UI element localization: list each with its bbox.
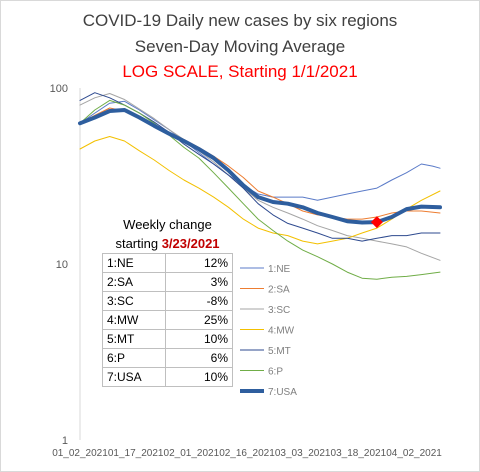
change-cell: 12% (165, 253, 233, 273)
x-tick-label: 01_17_2021 (108, 448, 164, 459)
change-cell: 10% (165, 367, 233, 387)
table-header-line1: Weekly change (123, 217, 212, 232)
weekly-change-table: Weekly change starting 3/23/2021 1:NE 12%… (102, 215, 233, 387)
legend-label: 3:SC (268, 305, 290, 316)
legend-label: 5:MT (268, 346, 291, 357)
table-header-line2: starting 3/23/2021 (103, 234, 233, 254)
table-row: 4:MW 25% (102, 310, 233, 330)
y-tick-label: 10 (56, 259, 68, 271)
x-tick-label: 02_16_2021 (219, 448, 275, 459)
chart-subtitle: Seven-Day Moving Average (134, 37, 346, 56)
table-row: 7:USA 10% (102, 367, 233, 387)
table-header-date: 3/23/2021 (161, 236, 220, 251)
region-cell: 4:MW (102, 310, 166, 330)
series-line (79, 107, 441, 220)
chart-scale-note: LOG SCALE, Starting 1/1/2021 (122, 62, 358, 81)
legend-label: 2:SA (268, 285, 290, 296)
change-cell: -8% (165, 291, 233, 311)
x-tick-label: 04_02_2021 (386, 448, 442, 459)
series-line (79, 99, 441, 280)
legend-label: 1:NE (268, 264, 291, 275)
y-tick-label: 100 (50, 83, 68, 95)
table-row: 1:NE 12% (102, 253, 233, 273)
series-line (79, 93, 441, 261)
y-tick-label: 1 (62, 435, 68, 447)
region-cell: 6:P (102, 348, 166, 368)
legend-label: 7:USA (268, 387, 297, 398)
region-cell: 2:SA (102, 272, 166, 292)
region-cell: 3:SC (102, 291, 166, 311)
marker-diamond (370, 216, 383, 229)
table-row: 3:SC -8% (102, 291, 233, 311)
legend-label: 4:MW (268, 326, 295, 337)
table-row: 6:P 6% (102, 348, 233, 368)
x-tick-label: 03_03_2021 (275, 448, 331, 459)
table-header-prefix: starting (115, 236, 162, 251)
legend-label: 6:P (268, 367, 283, 378)
change-cell: 25% (165, 310, 233, 330)
table-row: 2:SA 3% (102, 272, 233, 292)
x-tick-label: 03_18_2021 (331, 448, 387, 459)
series-line (79, 100, 441, 201)
table-row: 5:MT 10% (102, 329, 233, 349)
x-tick-label: 02_01_2021 (164, 448, 220, 459)
x-tick-label: 01_02_2021 (52, 448, 108, 459)
change-cell: 10% (165, 329, 233, 349)
region-cell: 5:MT (102, 329, 166, 349)
region-cell: 7:USA (102, 367, 166, 387)
series-line (79, 136, 441, 245)
change-cell: 3% (165, 272, 233, 292)
region-cell: 1:NE (102, 253, 166, 273)
change-cell: 6% (165, 348, 233, 368)
chart-title: COVID-19 Daily new cases by six regions (82, 11, 398, 30)
